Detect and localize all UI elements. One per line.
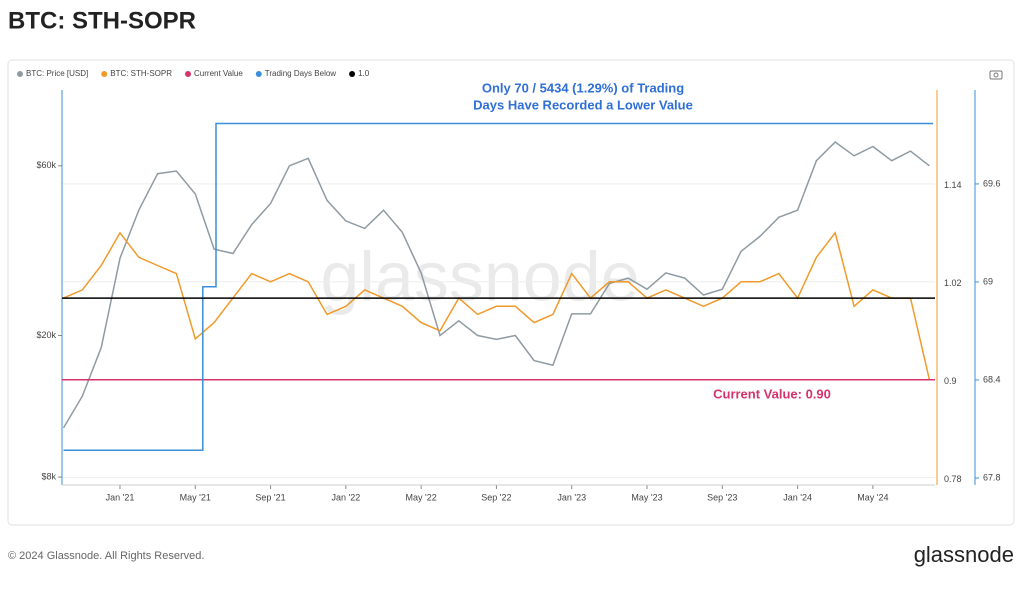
legend-label: BTC: STH-SOPR (110, 69, 172, 78)
legend-label: BTC: Price [USD] (26, 69, 88, 78)
current-value-label: Current Value: 0.90 (713, 386, 831, 401)
y2-tick-label: 0.9 (944, 376, 957, 386)
x-tick-label: Jan '21 (106, 492, 135, 502)
legend-dot (101, 71, 108, 77)
camera-icon[interactable] (989, 70, 1003, 80)
x-tick-label: Sep '23 (707, 492, 737, 502)
y-tick-label: $20k (36, 330, 56, 340)
y3-tick-label: 67.8 (983, 472, 1001, 482)
y2-tick-label: 1.02 (944, 278, 962, 288)
x-tick-label: Jan '24 (783, 492, 812, 502)
y3-tick-label: 69 (983, 276, 993, 286)
y3-tick-label: 69.6 (983, 178, 1001, 188)
annotation: Only 70 / 5434 (1.29%) of Trading (482, 80, 684, 95)
watermark: glassnode (320, 237, 639, 315)
brand: glassnode (914, 542, 1014, 567)
y3-tick-label: 68.4 (983, 374, 1001, 384)
y2-tick-label: 0.78 (944, 474, 962, 484)
x-tick-label: May '23 (631, 492, 662, 502)
annotation: Days Have Recorded a Lower Value (473, 97, 693, 112)
legend-label: 1.0 (358, 69, 370, 78)
x-tick-label: Jan '23 (557, 492, 586, 502)
chart-frame (7, 59, 1015, 526)
legend-dot (349, 71, 356, 77)
legend-label: Trading Days Below (265, 69, 337, 78)
series-line (63, 231, 931, 380)
series-line (63, 122, 934, 451)
y-tick-label: $60k (36, 160, 56, 170)
legend-dot (185, 71, 192, 77)
legend-dot (255, 71, 262, 77)
x-tick-label: May '24 (857, 492, 888, 502)
x-tick-label: Jan '22 (331, 492, 360, 502)
x-tick-label: Sep '22 (481, 492, 511, 502)
title: BTC: STH-SOPR (8, 7, 196, 34)
y2-tick-label: 1.14 (944, 180, 962, 190)
x-tick-label: May '22 (406, 492, 437, 502)
footer: © 2024 Glassnode. All Rights Reserved. (8, 550, 204, 562)
x-tick-label: Sep '21 (255, 492, 285, 502)
legend-dot (17, 71, 23, 77)
y-tick-label: $8k (41, 471, 56, 481)
x-tick-label: May '21 (180, 492, 211, 502)
series-line (62, 141, 930, 429)
legend-label: Current Value (194, 69, 243, 78)
